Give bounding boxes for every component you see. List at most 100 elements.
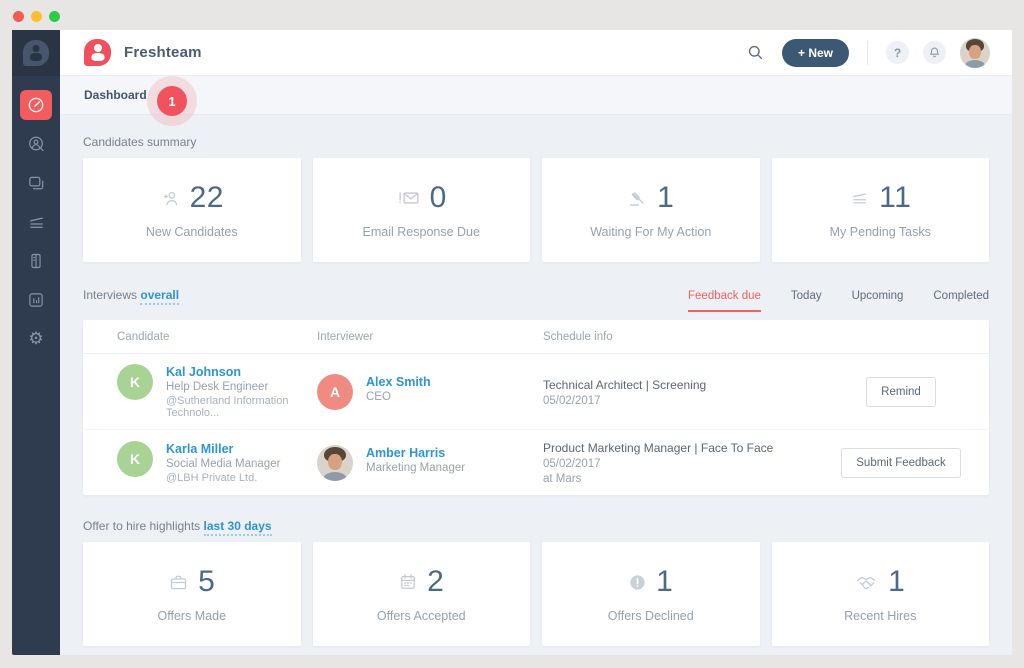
schedule-date: 05/02/2017 bbox=[543, 458, 601, 470]
header-actions: + New ? bbox=[747, 37, 990, 68]
interviews-tabs: Feedback due Today Upcoming Completed bbox=[688, 290, 989, 312]
interviewer-cell: A Alex Smith CEO bbox=[317, 373, 543, 410]
tab-feedback-due[interactable]: Feedback due bbox=[688, 290, 761, 312]
offers-cards: 5 Offers Made 2 Offers Accepted bbox=[83, 542, 989, 646]
new-button[interactable]: + New bbox=[781, 38, 849, 67]
column-schedule-info: Schedule info bbox=[543, 330, 613, 343]
candidate-name-link[interactable]: Karla Miller bbox=[166, 442, 234, 456]
card-new-candidates[interactable]: 22 New Candidates bbox=[83, 158, 301, 262]
breadcrumb: Dashboard bbox=[84, 88, 147, 102]
candidate-search-icon bbox=[28, 136, 44, 151]
schedule-role: Technical Architect | Screening bbox=[543, 377, 707, 392]
pending-tasks-icon bbox=[853, 192, 867, 204]
sidebar-item-directory[interactable] bbox=[20, 246, 52, 276]
freshteam-logo-icon bbox=[23, 40, 49, 66]
schedule-role: Product Marketing Manager | Face To Face bbox=[543, 441, 774, 455]
sidebar-item-reports[interactable] bbox=[20, 285, 52, 315]
calendar-icon bbox=[401, 574, 416, 589]
top-header: Freshteam + New ? bbox=[60, 30, 1012, 76]
sidebar-item-tasks[interactable] bbox=[20, 207, 52, 237]
zoom-window-button[interactable] bbox=[49, 11, 60, 22]
card-waiting-for-my-action[interactable]: 1 Waiting For My Action bbox=[542, 158, 760, 262]
conversations-icon bbox=[28, 176, 43, 189]
search-icon[interactable] bbox=[747, 44, 764, 61]
interviewer-photo-avatar bbox=[317, 444, 353, 481]
tab-upcoming[interactable]: Upcoming bbox=[851, 290, 904, 302]
brand-name: Freshteam bbox=[124, 44, 202, 61]
action-cell: Remind bbox=[823, 376, 989, 407]
schedule-date: 05/02/2017 bbox=[543, 394, 601, 407]
stat-label: Email Response Due bbox=[362, 225, 480, 239]
freshteam-logo-icon bbox=[84, 39, 111, 66]
interviewer-cell: Amber Harris Marketing Manager bbox=[317, 444, 543, 481]
candidate-cell: K Karla Miller Social Media Manager @LBH… bbox=[83, 441, 317, 484]
table-header-row: Candidate Interviewer Schedule info bbox=[83, 320, 989, 354]
stat-label: Offers Made bbox=[157, 609, 227, 623]
interviews-header: Interviews overall Feedback due Today Up… bbox=[83, 288, 989, 312]
sidebar-item-candidates[interactable] bbox=[20, 129, 52, 159]
interviews-filter-dropdown[interactable]: overall bbox=[140, 288, 180, 305]
stat-value: 1 bbox=[888, 565, 906, 598]
interviews-title-text: Interviews bbox=[83, 288, 138, 302]
interviews-title: Interviews overall bbox=[83, 288, 180, 305]
bell-icon bbox=[930, 47, 939, 58]
window-controls bbox=[13, 11, 60, 22]
settings-gear-icon: ⚙ bbox=[28, 328, 44, 349]
stat-value: 1 bbox=[656, 565, 674, 598]
candidates-summary-title: Candidates summary bbox=[83, 135, 197, 149]
candidate-name-link[interactable]: Kal Johnson bbox=[166, 365, 242, 379]
sidebar-item-dashboard[interactable] bbox=[20, 90, 52, 120]
notifications-button[interactable] bbox=[923, 41, 946, 64]
card-offers-made[interactable]: 5 Offers Made bbox=[83, 542, 301, 646]
schedule-cell: Technical Architect | Screening 05/02/20… bbox=[543, 377, 823, 407]
interviewer-name-link[interactable]: Amber Harris bbox=[366, 445, 446, 460]
card-offers-accepted[interactable]: 2 Offers Accepted bbox=[312, 542, 530, 646]
candidate-company: @LBH Private Ltd. bbox=[166, 472, 258, 484]
candidate-avatar: K bbox=[117, 364, 153, 400]
candidate-title: Help Desk Engineer bbox=[166, 381, 269, 393]
left-navigation-rail: ⚙ bbox=[12, 30, 60, 655]
tab-today[interactable]: Today bbox=[790, 290, 822, 302]
stat-label: Waiting For My Action bbox=[590, 225, 712, 239]
sidebar-item-settings[interactable]: ⚙ bbox=[20, 324, 52, 354]
reports-chart-icon bbox=[29, 293, 43, 307]
stat-value: 2 bbox=[427, 565, 445, 598]
stat-value: 5 bbox=[198, 565, 216, 598]
minimize-window-button[interactable] bbox=[31, 11, 42, 22]
offers-filter-dropdown[interactable]: last 30 days bbox=[203, 519, 272, 536]
sidebar-nav: ⚙ bbox=[20, 82, 52, 354]
dashboard-content: Candidates summary 22 New Candidates bbox=[60, 115, 1012, 655]
candidate-cell: K Kal Johnson Help Desk Engineer @Suther… bbox=[83, 364, 317, 419]
gavel-icon bbox=[630, 191, 644, 206]
candidate-avatar: K bbox=[117, 441, 153, 477]
briefcase-icon bbox=[171, 575, 187, 589]
dashboard-gauge-icon bbox=[28, 97, 44, 113]
column-interviewer: Interviewer bbox=[317, 330, 374, 343]
email-alert-icon bbox=[399, 192, 419, 204]
app-window: ⚙ Freshteam + New ? bbox=[12, 30, 1012, 655]
notebook-icon bbox=[31, 253, 41, 269]
remind-button[interactable]: Remind bbox=[866, 376, 936, 407]
schedule-location: at Mars bbox=[543, 473, 582, 485]
handshake-icon bbox=[857, 576, 876, 589]
tasks-flag-icon bbox=[29, 216, 43, 228]
submit-feedback-button[interactable]: Submit Feedback bbox=[841, 447, 961, 478]
card-offers-declined[interactable]: 1 Offers Declined bbox=[542, 542, 760, 646]
user-avatar[interactable] bbox=[960, 37, 990, 68]
annotation-step-badge: 1 bbox=[157, 86, 187, 116]
close-window-button[interactable] bbox=[13, 11, 24, 22]
sidebar-item-conversations[interactable] bbox=[20, 168, 52, 198]
column-candidate: Candidate bbox=[117, 330, 170, 343]
card-email-response-due[interactable]: 0 Email Response Due bbox=[312, 158, 530, 262]
table-row: K Kal Johnson Help Desk Engineer @Suther… bbox=[83, 354, 989, 429]
interviewer-title: CEO bbox=[366, 390, 391, 403]
card-my-pending-tasks[interactable]: 11 My Pending Tasks bbox=[771, 158, 989, 262]
interviewer-name-link[interactable]: Alex Smith bbox=[366, 374, 431, 389]
offers-title: Offer to hire highlights last 30 days bbox=[83, 519, 989, 536]
tab-completed[interactable]: Completed bbox=[933, 290, 989, 302]
card-recent-hires[interactable]: 1 Recent Hires bbox=[771, 542, 989, 646]
person-add-icon bbox=[163, 191, 177, 205]
candidate-company: @Sutherland Information Technolo... bbox=[166, 395, 289, 419]
help-button[interactable]: ? bbox=[886, 41, 909, 64]
brand: Freshteam bbox=[84, 39, 202, 66]
